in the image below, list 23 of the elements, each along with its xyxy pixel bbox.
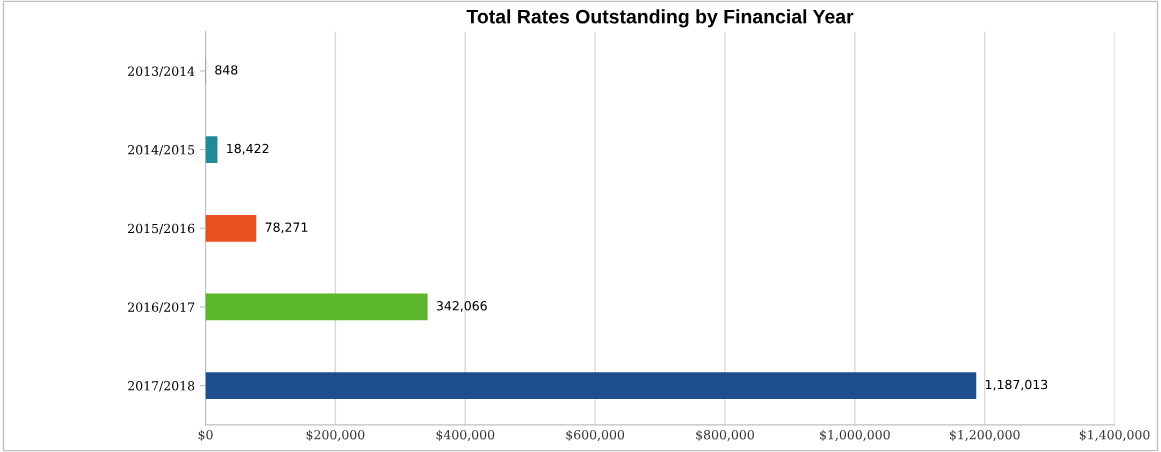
x-tick-label: $800,000: [696, 429, 754, 442]
y-tick-label: 2014/2015: [128, 145, 195, 156]
y-tick-label: 2013/2014: [128, 66, 195, 77]
x-tick-label: $200,000: [306, 429, 365, 442]
data-label: 848: [215, 65, 238, 75]
data-label: 1,187,013: [985, 379, 1048, 391]
y-tick-label: 2016/2017: [128, 302, 195, 313]
bar: [205, 372, 977, 399]
bar: [205, 136, 218, 163]
chart-title: Total Rates Outstanding by Financial Year: [466, 9, 854, 28]
x-tick-label: $1,400,000: [1079, 429, 1150, 442]
x-tick-label: $400,000: [436, 429, 495, 442]
bar: [205, 293, 428, 321]
data-label: 342,066: [436, 301, 487, 312]
data-label: 18,422: [227, 143, 269, 155]
x-tick-label: $0: [198, 429, 213, 442]
data-label: 78,271: [265, 222, 308, 234]
bar: [205, 214, 257, 242]
x-tick-label: $600,000: [566, 429, 625, 442]
y-tick-label: 2017/2018: [128, 381, 195, 392]
x-tick-label: $1,000,000: [820, 429, 890, 442]
y-tick-label: 2015/2016: [128, 223, 195, 235]
x-tick-label: $1,200,000: [949, 429, 1020, 442]
